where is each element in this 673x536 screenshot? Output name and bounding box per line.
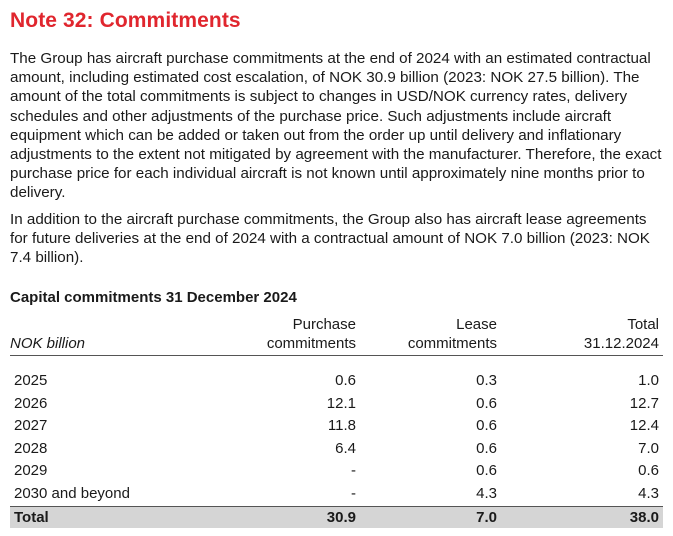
header-nok-billion-text: NOK billion — [10, 335, 86, 352]
commitments-paragraph-1: The Group has aircraft purchase commitme… — [10, 50, 662, 202]
row-lease: 4.3 — [476, 484, 497, 502]
header-lease-line2: commitments — [407, 335, 497, 352]
row-year: 2029 — [14, 462, 48, 480]
row-lease: 0.3 — [476, 372, 497, 389]
row-total: 1.0 — [638, 372, 659, 389]
row-total: 0.6 — [638, 462, 659, 480]
table-row: 2027 11.8 0.6 12.4 — [10, 415, 663, 438]
row-lease: 0.6 — [476, 394, 497, 412]
spacer-cell — [10, 356, 663, 371]
row-lease: 0.6 — [476, 439, 497, 457]
note-title: Note 32: Commitments — [10, 9, 241, 32]
header-row: NOK billion Purchase commitments Lease c… — [10, 315, 663, 356]
row-year: 2028 — [14, 439, 48, 457]
row-purchase: - — [351, 462, 356, 480]
table-row: 2026 12.1 0.6 12.7 — [10, 393, 663, 416]
header-lease-commitments: Lease commitments — [360, 315, 501, 356]
row-lease: 0.6 — [476, 417, 497, 435]
commitments-paragraph-2: In addition to the aircraft purchase com… — [10, 211, 650, 267]
header-purchase-line1: Purchase — [292, 316, 356, 333]
row-year: 2030 and beyond — [14, 484, 130, 502]
total-purchase: 30.9 — [230, 505, 360, 528]
row-purchase: 6.4 — [335, 439, 356, 457]
header-purchase-commitments: Purchase commitments — [230, 315, 360, 356]
row-year: 2025 — [14, 372, 48, 389]
header-nok-billion: NOK billion — [10, 315, 230, 356]
spacer-row — [10, 356, 663, 371]
row-total: 12.4 — [629, 417, 659, 435]
row-purchase: 12.1 — [326, 394, 356, 412]
table-header: NOK billion Purchase commitments Lease c… — [10, 315, 663, 356]
header-purchase-line2: commitments — [266, 335, 356, 352]
total-label: Total — [10, 505, 230, 528]
row-total: 7.0 — [638, 439, 659, 457]
row-lease: 0.6 — [476, 462, 497, 480]
row-year: 2026 — [14, 394, 48, 412]
table-body: 2025 0.6 0.3 1.0 2026 12.1 0.6 12.7 2027… — [10, 356, 663, 528]
row-purchase: 0.6 — [335, 372, 356, 389]
row-year: 2027 — [14, 417, 48, 435]
total-total: 38.0 — [501, 505, 663, 528]
table-row: 2030 and beyond - 4.3 4.3 — [10, 483, 663, 506]
header-total: Total 31.12.2024 — [501, 315, 663, 356]
row-purchase: 11.8 — [327, 417, 356, 435]
row-total: 4.3 — [638, 484, 659, 502]
table-row: 2029 - 0.6 0.6 — [10, 460, 663, 483]
row-total: 12.7 — [629, 394, 659, 412]
header-total-line1: Total — [627, 316, 659, 333]
row-purchase: - — [351, 484, 356, 502]
total-row: Total 30.9 7.0 38.0 — [10, 505, 663, 528]
header-total-line2: 31.12.2024 — [583, 335, 659, 352]
total-lease: 7.0 — [360, 505, 501, 528]
table-row: 2025 0.6 0.3 1.0 — [10, 370, 663, 393]
table-title: Capital commitments 31 December 2024 — [10, 289, 297, 306]
table-row: 2028 6.4 0.6 7.0 — [10, 438, 663, 461]
capital-commitments-table: NOK billion Purchase commitments Lease c… — [10, 315, 663, 528]
capital-commitments-table-wrapper: NOK billion Purchase commitments Lease c… — [10, 315, 663, 528]
header-lease-line1: Lease — [456, 316, 497, 333]
